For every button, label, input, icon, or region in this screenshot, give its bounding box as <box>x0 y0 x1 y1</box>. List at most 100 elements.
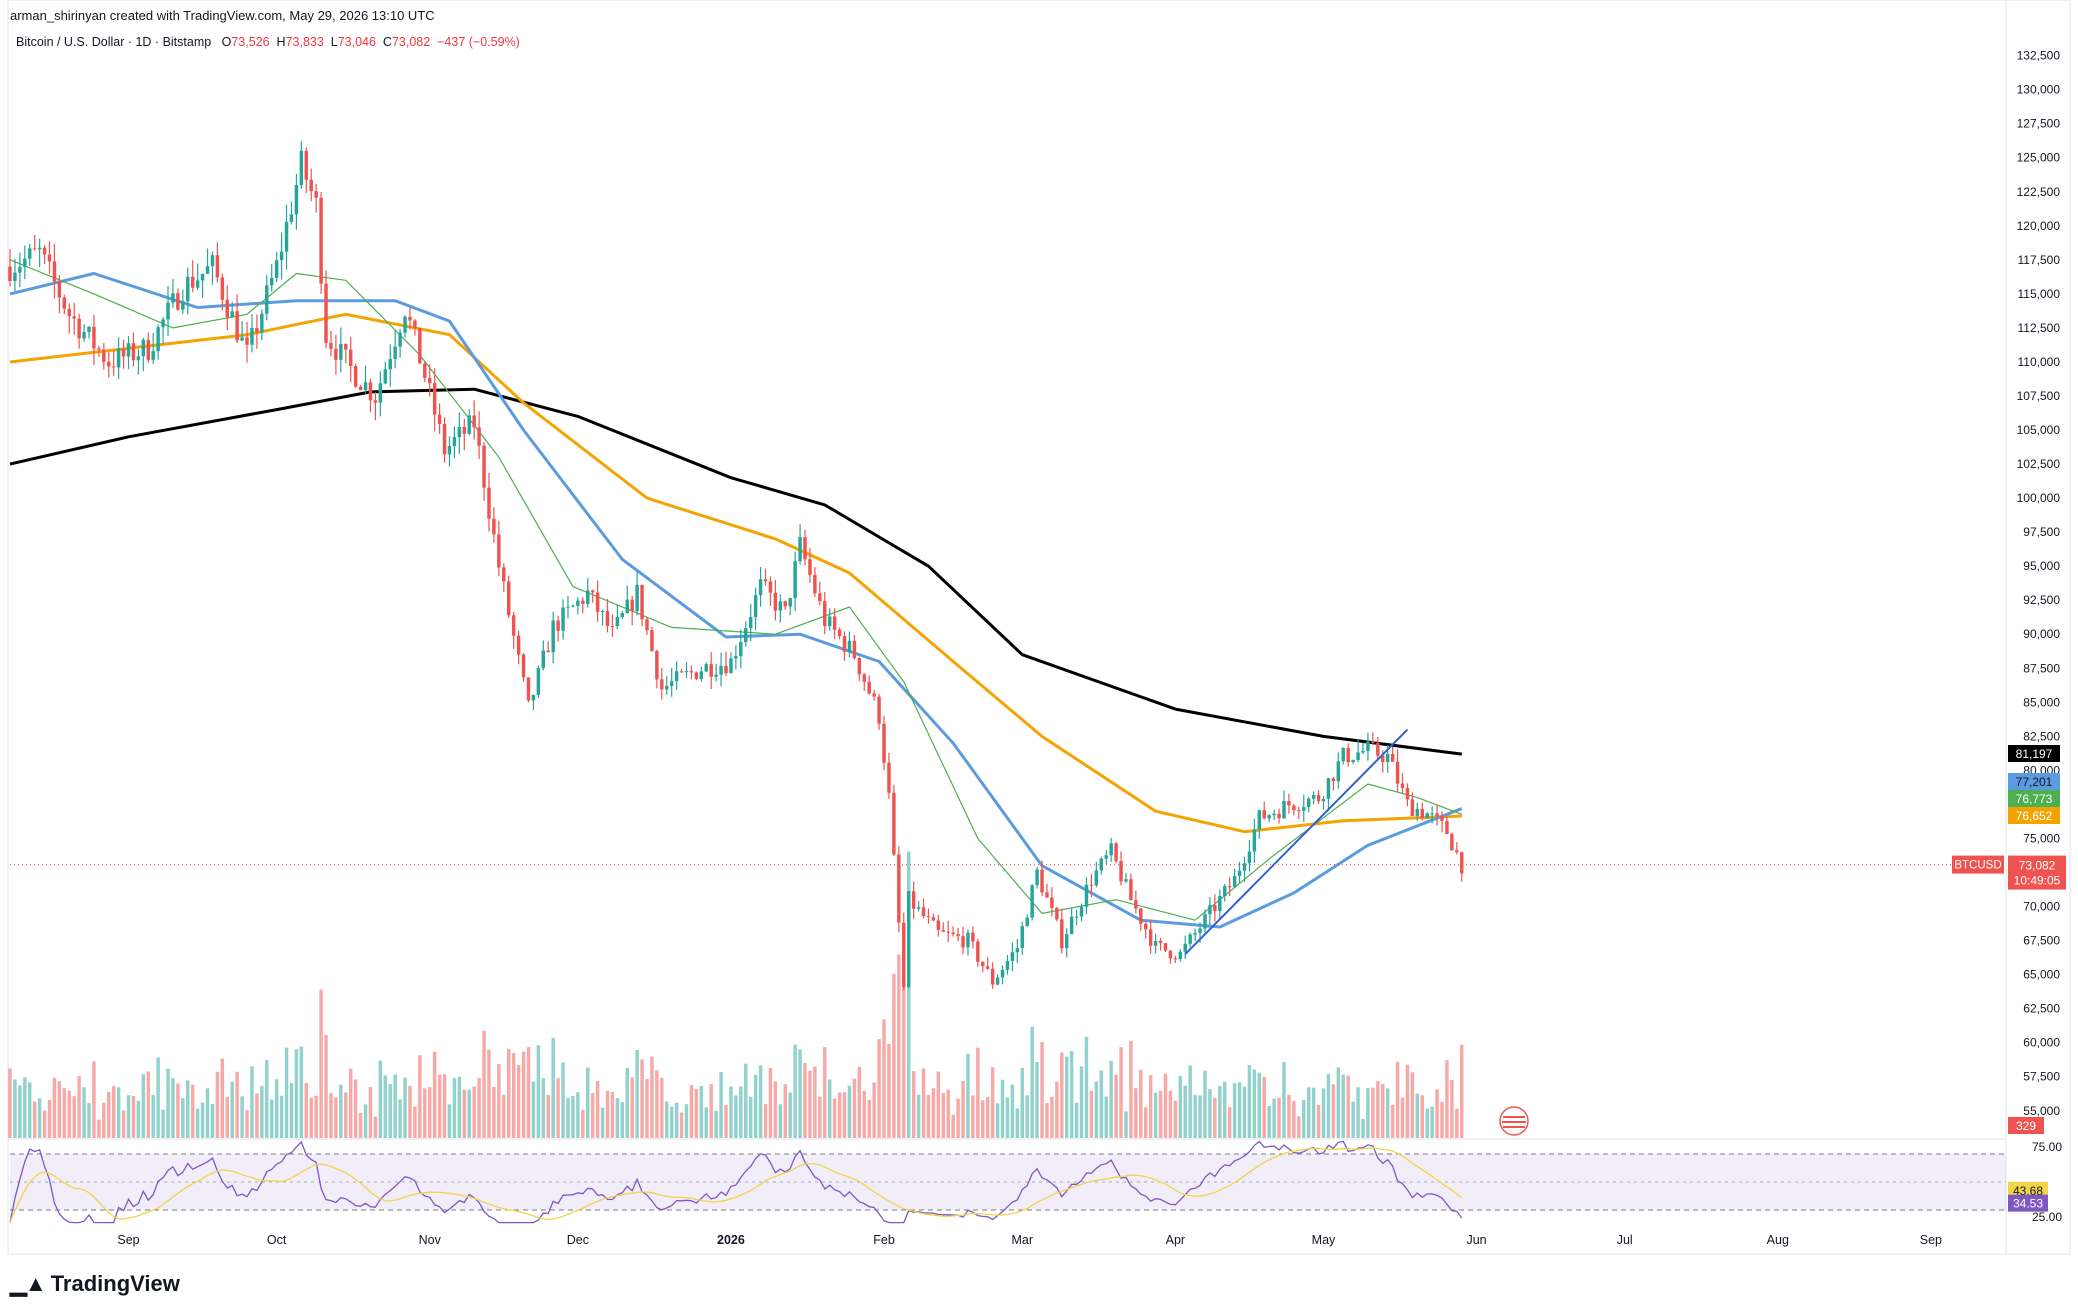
volume-bar-248 <box>1232 1083 1237 1138</box>
volume-bar-20 <box>107 1091 111 1138</box>
candle-body-252 <box>1252 829 1257 852</box>
candle-body-284 <box>1410 799 1415 817</box>
candle-body-156 <box>778 601 783 611</box>
volume-value-label: 329 <box>2016 1119 2036 1133</box>
volume-bar-118 <box>590 1093 595 1138</box>
volume-bar-168 <box>837 1092 842 1138</box>
candle-body-187 <box>931 917 936 921</box>
volume-bar-155 <box>773 1081 778 1138</box>
volume-bar-19 <box>102 1102 106 1138</box>
candle-body-86 <box>432 383 437 415</box>
volume-bar-245 <box>1218 1086 1222 1138</box>
volume-bar-98 <box>492 1086 496 1138</box>
candle-body-41 <box>210 255 215 267</box>
volume-bar-237 <box>1178 1075 1183 1138</box>
volume-bar-145 <box>724 1105 728 1138</box>
candle-body-123 <box>615 617 620 627</box>
candle-body-160 <box>798 537 802 562</box>
candle-body-38 <box>195 280 200 288</box>
candle-body-75 <box>378 383 383 403</box>
candle-body-50 <box>255 327 259 333</box>
candle-body-36 <box>186 276 190 302</box>
volume-bar-96 <box>482 1030 486 1138</box>
candle-body-235 <box>1168 950 1173 959</box>
candle-body-281 <box>1395 761 1400 784</box>
time-tick-label-5: Feb <box>873 1233 895 1247</box>
candle-body-146 <box>729 658 733 674</box>
ohlc-high-label: H <box>276 35 286 49</box>
volume-bar-130 <box>650 1056 654 1138</box>
volume-bar-205 <box>1020 1067 1025 1138</box>
candle-body-115 <box>576 600 580 606</box>
volume-bar-141 <box>704 1107 708 1138</box>
candle-body-153 <box>763 579 768 582</box>
volume-bar-180 <box>897 954 901 1138</box>
candle-body-144 <box>719 665 723 675</box>
candle-body-283 <box>1405 787 1410 800</box>
volume-bar-240 <box>1193 1094 1197 1138</box>
candle-body-190 <box>946 931 950 933</box>
volume-bar-190 <box>946 1089 950 1138</box>
volume-bar-196 <box>976 1047 980 1138</box>
candle-body-277 <box>1376 742 1380 756</box>
candle-body-1 <box>13 272 17 281</box>
volume-bar-107 <box>536 1045 541 1138</box>
candle-body-149 <box>744 628 748 643</box>
volume-bar-291 <box>1445 1060 1449 1138</box>
candle-body-272 <box>1351 759 1355 763</box>
time-tick-label-3: Dec <box>567 1233 589 1247</box>
volume-bar-147 <box>734 1095 738 1138</box>
price-tick-label-4: 122,500 <box>2017 185 2061 199</box>
volume-bar-108 <box>541 1078 546 1138</box>
chart-created-by: arman_shirinyan created with TradingView… <box>10 8 435 23</box>
candle-body-142 <box>709 664 713 677</box>
volume-bar-99 <box>497 1064 501 1138</box>
candle-body-236 <box>1173 958 1178 960</box>
candle-body-287 <box>1425 813 1429 819</box>
candle-body-192 <box>956 934 960 937</box>
volume-bar-198 <box>985 1097 990 1138</box>
candle-body-23 <box>121 348 126 357</box>
volume-bar-94 <box>472 1086 476 1138</box>
candle-body-106 <box>531 694 536 701</box>
tradingview-logo[interactable]: ▁▲ TradingView <box>10 1271 180 1297</box>
candle-body-258 <box>1282 800 1286 819</box>
volume-bar-187 <box>931 1088 936 1138</box>
volume-bar-24 <box>126 1095 131 1138</box>
volume-bar-164 <box>818 1096 822 1138</box>
time-tick-label-10: Jul <box>1617 1233 1633 1247</box>
volume-bar-102 <box>511 1053 516 1138</box>
time-tick-label-0: Sep <box>117 1233 139 1247</box>
volume-bar-209 <box>1040 1042 1044 1138</box>
volume-bar-33 <box>171 1078 175 1138</box>
candle-body-16 <box>87 326 91 332</box>
candle-body-237 <box>1178 951 1183 960</box>
candles <box>8 141 1464 991</box>
candle-body-210 <box>1045 892 1049 898</box>
volume-bar-239 <box>1188 1065 1192 1138</box>
candle-body-249 <box>1237 870 1242 876</box>
volume-bar-112 <box>561 1062 565 1138</box>
price-tick-label-30: 57,500 <box>2023 1070 2060 1084</box>
ma-value-label-3: 76,652 <box>2016 809 2053 823</box>
candle-body-203 <box>1010 952 1015 961</box>
ma-value-badge-2 <box>2008 790 2060 807</box>
price-tick-label-8: 112,500 <box>2018 321 2061 335</box>
volume-bar-67 <box>339 1084 343 1138</box>
time-tick-label-12: Sep <box>1920 1233 1942 1247</box>
volume-bar-210 <box>1045 1103 1049 1138</box>
candle-body-18 <box>97 348 101 350</box>
candle-body-95 <box>477 427 481 446</box>
volume-bar-246 <box>1223 1081 1227 1138</box>
candle-body-195 <box>971 932 975 942</box>
volume-bar-97 <box>487 1049 491 1138</box>
price-tick-label-14: 97,500 <box>2023 525 2060 539</box>
volume-bar-127 <box>635 1049 639 1138</box>
volume-bar-136 <box>679 1112 684 1138</box>
volume-bar-158 <box>788 1092 792 1138</box>
candle-body-64 <box>324 283 328 343</box>
volume-bar-109 <box>546 1094 550 1138</box>
candle-body-154 <box>768 581 773 593</box>
volume-bar-282 <box>1400 1097 1405 1138</box>
